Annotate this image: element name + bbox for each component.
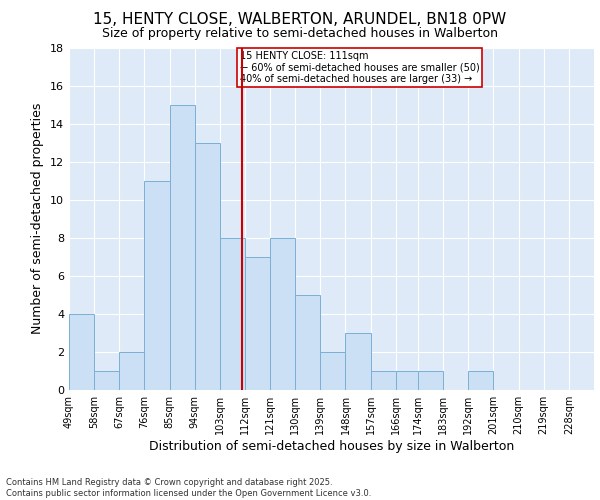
Bar xyxy=(270,238,295,390)
Bar xyxy=(220,238,245,390)
Bar xyxy=(145,180,170,390)
Text: Size of property relative to semi-detached houses in Walberton: Size of property relative to semi-detach… xyxy=(102,28,498,40)
Bar xyxy=(119,352,145,390)
Bar xyxy=(418,371,443,390)
Bar xyxy=(69,314,94,390)
Y-axis label: Number of semi-detached properties: Number of semi-detached properties xyxy=(31,103,44,334)
X-axis label: Distribution of semi-detached houses by size in Walberton: Distribution of semi-detached houses by … xyxy=(149,440,514,453)
Text: 15 HENTY CLOSE: 111sqm
← 60% of semi-detached houses are smaller (50)
40% of sem: 15 HENTY CLOSE: 111sqm ← 60% of semi-det… xyxy=(239,51,479,84)
Bar xyxy=(295,295,320,390)
Text: 15, HENTY CLOSE, WALBERTON, ARUNDEL, BN18 0PW: 15, HENTY CLOSE, WALBERTON, ARUNDEL, BN1… xyxy=(94,12,506,28)
Bar xyxy=(194,142,220,390)
Bar xyxy=(396,371,421,390)
Bar xyxy=(170,104,194,390)
Bar xyxy=(320,352,346,390)
Bar xyxy=(94,371,119,390)
Bar xyxy=(346,333,371,390)
Bar xyxy=(371,371,396,390)
Text: Contains HM Land Registry data © Crown copyright and database right 2025.
Contai: Contains HM Land Registry data © Crown c… xyxy=(6,478,371,498)
Bar xyxy=(245,257,270,390)
Bar xyxy=(469,371,493,390)
